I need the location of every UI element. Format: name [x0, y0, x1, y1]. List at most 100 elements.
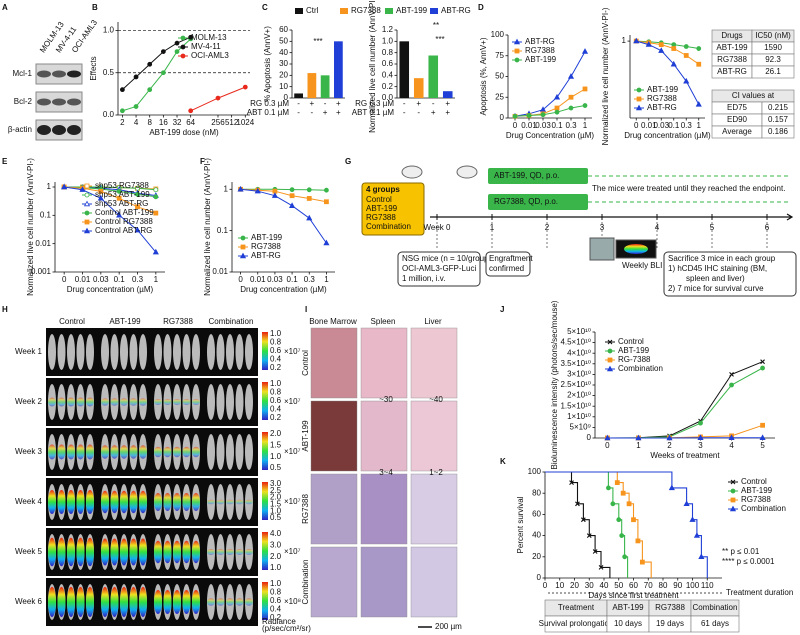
bli-signal — [129, 490, 138, 514]
bli-signal — [48, 397, 56, 407]
legend-label: MOLM-13 — [191, 33, 227, 42]
colorbar-tick: 1.0 — [270, 579, 282, 588]
ic50-table-cell — [751, 65, 795, 79]
marker — [306, 196, 312, 201]
x-tick-label: 0.1 — [114, 275, 126, 284]
marker — [554, 109, 560, 115]
colorbar-exponent: ×10⁷ — [284, 547, 301, 556]
arm-box — [488, 168, 588, 184]
legend-label: Control ABT-199 — [95, 208, 154, 217]
mouse — [207, 334, 215, 370]
histology-image — [360, 546, 408, 618]
mice-box — [397, 251, 481, 287]
panel-label: B — [92, 3, 98, 12]
ci-table-cell — [761, 125, 795, 139]
histology-image — [410, 546, 458, 618]
marker — [133, 104, 139, 109]
colorbar-tick: 0.6 — [270, 396, 282, 405]
marker — [133, 74, 139, 80]
colorbar-tick: 0.8 — [270, 388, 282, 397]
x-tick-label: 10 — [555, 581, 564, 590]
y-tick-label: 1 — [47, 182, 52, 191]
bli-signal — [624, 244, 648, 254]
ic50-table-text: ABT-RG — [717, 67, 747, 76]
survival-table-text: ABT-199 — [612, 603, 644, 612]
y-tick-label: 0.1 — [40, 210, 52, 219]
marker — [540, 112, 546, 118]
mouse — [192, 334, 200, 370]
marker — [180, 44, 186, 50]
x-tick-label: 32 — [173, 118, 182, 127]
bar — [320, 75, 330, 98]
mouse-icon — [401, 165, 423, 179]
marker — [98, 188, 104, 194]
sacrifice-text: 2) 7 mice for survival curve — [668, 284, 764, 293]
colorbar-tick: 0.5 — [270, 463, 282, 472]
y-tick-label: 25 — [495, 92, 504, 101]
bli-signal — [48, 490, 56, 514]
group-name: Combination — [366, 222, 411, 231]
series-line — [514, 88, 586, 117]
bli-signal — [76, 587, 85, 617]
treatment-mark: + — [310, 99, 315, 108]
y-tick-label: 0.2 — [382, 82, 394, 91]
marker — [119, 108, 125, 114]
bli-signal — [76, 397, 85, 407]
blot-band — [67, 125, 81, 135]
treatment-mark: - — [297, 99, 300, 108]
y-tick-label: 1.0 — [103, 26, 115, 35]
mouse — [207, 384, 215, 420]
treatment-mark: - — [432, 99, 435, 108]
mice-text: 1 million, i.v. — [402, 274, 445, 283]
x-tick-label: 8 — [147, 118, 152, 127]
ic50-table-text: 1590 — [764, 43, 782, 52]
marker — [160, 70, 166, 76]
ic50-table-text: 26.1 — [765, 67, 781, 76]
bli-signal — [120, 398, 128, 406]
histology-image — [410, 400, 458, 472]
mice-text: OCI-AML3-GFP-Luci — [402, 264, 476, 273]
marker — [633, 37, 640, 44]
marker — [575, 501, 580, 507]
survival-table-text: Survival prolongation — [539, 619, 614, 628]
bli-signal — [216, 598, 225, 606]
y-tick-label: 80 — [532, 488, 541, 497]
legend-label: OCI-AML3 — [191, 51, 229, 60]
bli-signal — [57, 537, 66, 567]
treatment-mark: + — [336, 99, 341, 108]
x-tick-label: 0 — [634, 121, 639, 130]
marker — [616, 517, 622, 523]
legend-label: ABT-199 — [396, 6, 428, 15]
marker — [135, 191, 140, 197]
marker — [153, 194, 159, 200]
legend-label: shp53 RG7388 — [95, 181, 149, 190]
marker — [568, 105, 574, 111]
x-tick-label: 1 — [636, 441, 641, 450]
colorbar-tick: 0.8 — [270, 588, 282, 597]
marker — [79, 186, 86, 192]
mouse — [154, 334, 162, 370]
bli-signal — [48, 587, 56, 617]
y-tick-label: 0.0 — [382, 93, 394, 102]
column-header: Control — [59, 317, 85, 326]
bli-signal — [154, 590, 162, 614]
bli-signal — [120, 490, 128, 514]
y-axis-label: Normalized live cell number (AnnV-PI-) — [368, 0, 377, 133]
marker — [683, 77, 690, 84]
marker — [581, 48, 589, 54]
x-tick-label: 0.1 — [287, 275, 299, 284]
marker — [586, 533, 592, 538]
radiance-label: Radiance — [262, 617, 296, 626]
blot-band — [37, 98, 51, 106]
x-tick-label: 64 — [186, 118, 195, 127]
sacrifice-box — [663, 251, 797, 297]
bli-signal — [101, 587, 109, 617]
marker — [289, 202, 296, 208]
week-label: 4 — [655, 223, 660, 232]
colorbar-tick: 1.5 — [270, 440, 282, 449]
marker — [116, 195, 122, 201]
column-header: Liver — [424, 317, 442, 326]
legend-label: MV-4-11 — [191, 42, 221, 51]
timeline — [430, 213, 794, 221]
series-line — [240, 188, 327, 203]
